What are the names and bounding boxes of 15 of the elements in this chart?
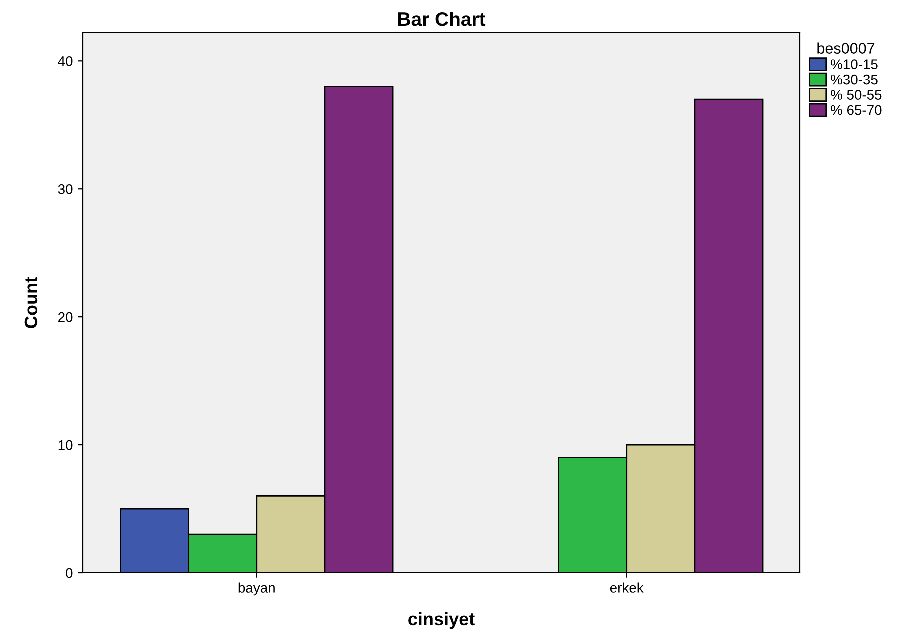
y-tick-label: 30: [58, 184, 73, 194]
legend-label: %30-35: [831, 74, 878, 85]
legend-label: % 50-55: [831, 90, 882, 100]
y-tick-label: 10: [58, 440, 73, 450]
y-tick-label: 40: [58, 56, 73, 66]
y-axis-title: Count: [24, 277, 38, 328]
y-tick-label: 0: [66, 568, 73, 578]
x-tick-label: erkek: [610, 582, 644, 593]
y-tick-label: 20: [58, 312, 73, 322]
legend-label: % 65-70: [831, 105, 882, 116]
x-tick-label: bayan: [238, 582, 275, 596]
chart-title: Bar Chart: [398, 12, 486, 26]
x-axis-title: cinsiyet: [408, 612, 475, 630]
legend-label: %10-15: [831, 60, 878, 70]
legend-title: bes0007: [818, 42, 875, 54]
